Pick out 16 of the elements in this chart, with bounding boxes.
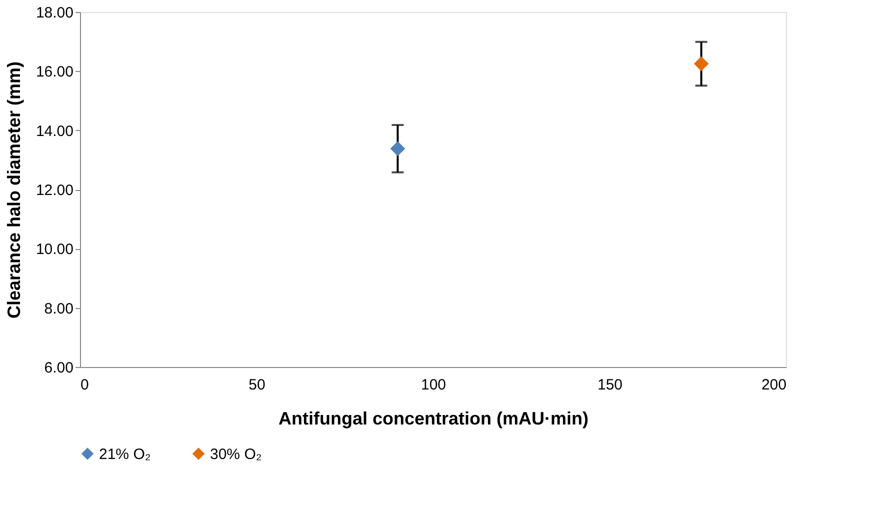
legend-label: 21% O₂	[99, 446, 151, 463]
x-axis-title: Antifungal concentration (mAU·min)	[278, 408, 588, 428]
y-axis-title: Clearance halo diameter (mm)	[4, 61, 24, 319]
x-tick-label: 100	[420, 376, 446, 394]
y-tick-label: 10.00	[36, 241, 74, 258]
y-tick-label: 16.00	[36, 64, 74, 81]
x-tick-label: 150	[597, 376, 623, 394]
legend-label: 30% O₂	[210, 446, 262, 463]
x-tick-label: 200	[761, 376, 786, 394]
y-tick-label: 18.00	[36, 4, 74, 22]
x-tick-label: 50	[248, 376, 266, 394]
y-tick-label: 12.00	[36, 182, 74, 199]
y-tick-label: 14.00	[36, 122, 74, 140]
x-tick-label: 0	[80, 376, 89, 394]
y-tick-label: 6.00	[44, 360, 74, 376]
y-tick-label: 8.00	[44, 300, 74, 318]
